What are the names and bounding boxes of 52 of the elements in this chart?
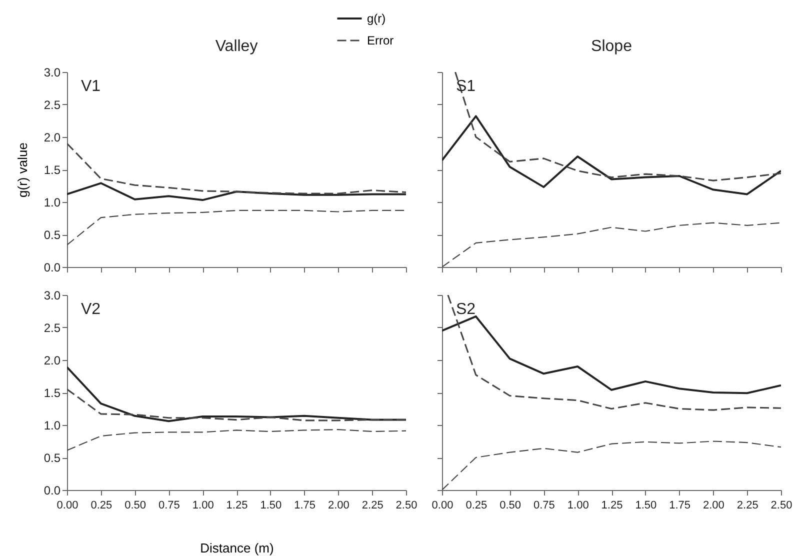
x-tick-label: 1.00 <box>567 500 589 512</box>
x-tick-label: 0.25 <box>90 500 112 512</box>
x-tick-label: 1.00 <box>192 500 214 512</box>
x-tick-label: 0.75 <box>158 500 180 512</box>
x-tick-label: 0.00 <box>56 500 78 512</box>
x-tick-label: 1.50 <box>635 500 657 512</box>
y-tick-label: 1.0 <box>44 418 61 432</box>
line-series <box>67 429 406 451</box>
y-tick-label: 3.0 <box>44 66 61 80</box>
legend-label: g(r) <box>367 12 386 26</box>
y-axis-title: g(r) value <box>14 142 30 198</box>
annotation: V1 <box>81 78 101 95</box>
line-series <box>67 366 406 422</box>
annotation: S1 <box>456 78 476 95</box>
x-tick-label: 0.00 <box>432 500 454 512</box>
x-tick-label: 0.50 <box>500 500 522 512</box>
x-tick-label: 1.75 <box>294 500 316 512</box>
x-tick-label: 2.50 <box>396 500 418 512</box>
legend-label: Error <box>367 34 394 48</box>
y-tick-label: 2.0 <box>44 354 61 368</box>
x-tick-label: 2.00 <box>328 500 350 512</box>
y-tick-label: 0.0 <box>44 484 61 498</box>
annotation: S2 <box>456 301 476 318</box>
y-tick-label: 1.0 <box>44 196 61 210</box>
chart-title: Valley <box>215 38 258 55</box>
x-tick-label: 0.75 <box>533 500 555 512</box>
x-tick-label: 1.50 <box>260 500 282 512</box>
y-tick-label: 3.0 <box>44 288 61 302</box>
x-tick-label: 1.75 <box>669 500 691 512</box>
line-series <box>67 142 406 194</box>
line-series <box>67 388 406 422</box>
y-tick-label: 0.5 <box>44 451 61 465</box>
y-tick-label: 2.0 <box>44 130 61 144</box>
y-tick-label: 0.0 <box>44 260 61 274</box>
x-tick-label: 2.25 <box>362 500 384 512</box>
line-series <box>67 210 406 246</box>
x-axis-title: Distance (m) <box>200 540 274 556</box>
y-tick-label: 1.5 <box>44 163 61 177</box>
x-tick-label: 1.25 <box>226 500 248 512</box>
y-tick-label: 0.5 <box>44 228 61 242</box>
y-tick-label: 2.5 <box>44 321 61 335</box>
y-tick-label: 2.5 <box>44 98 61 112</box>
y-tick-label: 1.5 <box>44 386 61 400</box>
x-tick-label: 2.25 <box>736 500 758 512</box>
x-tick-label: 2.50 <box>770 500 792 512</box>
x-tick-label: 0.25 <box>466 500 488 512</box>
annotation: V2 <box>81 301 101 318</box>
x-tick-label: 1.25 <box>601 500 623 512</box>
chart-title: Slope <box>591 38 632 55</box>
x-tick-label: 2.00 <box>702 500 724 512</box>
x-tick-label: 0.50 <box>124 500 146 512</box>
line-series <box>67 182 406 202</box>
